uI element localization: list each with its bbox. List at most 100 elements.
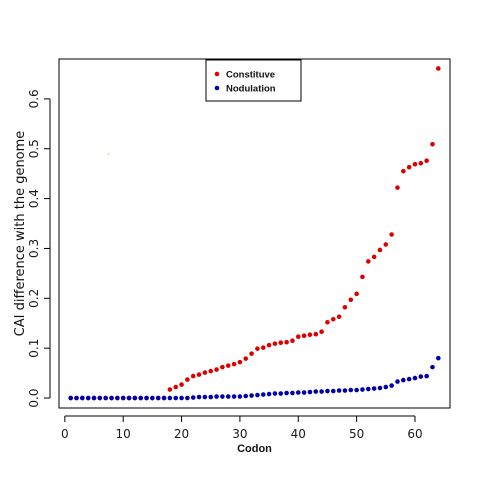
point-nodulation xyxy=(365,386,371,392)
x-tick-label: 30 xyxy=(232,427,247,441)
point-constituve xyxy=(365,259,371,264)
point-nodulation xyxy=(401,377,406,383)
point-constituve xyxy=(360,274,365,280)
point-constituve xyxy=(319,329,324,335)
point-nodulation xyxy=(167,395,173,401)
point-nodulation xyxy=(109,395,114,401)
point-constituve xyxy=(313,331,319,337)
point-constituve xyxy=(336,314,342,320)
point-constituve xyxy=(255,346,260,351)
point-constituve xyxy=(348,297,354,303)
point-constituve xyxy=(290,338,295,343)
point-nodulation xyxy=(406,376,412,382)
point-nodulation xyxy=(161,395,167,401)
point-constituve xyxy=(430,141,435,147)
x-tick-label: 0 xyxy=(61,427,69,441)
point-constituve xyxy=(249,351,254,356)
point-constituve xyxy=(295,334,301,340)
point-nodulation xyxy=(120,395,126,401)
point-constituve xyxy=(266,342,272,348)
x-tick-label: 60 xyxy=(407,427,422,441)
stray-point xyxy=(107,152,110,155)
point-nodulation xyxy=(220,394,225,399)
point-constituve xyxy=(220,364,225,370)
point-constituve xyxy=(354,291,359,297)
point-nodulation xyxy=(383,384,389,390)
point-nodulation xyxy=(354,387,359,393)
point-constituve xyxy=(342,304,348,310)
legend: Constituve Nodulation xyxy=(205,59,302,102)
point-nodulation xyxy=(126,395,132,401)
point-nodulation xyxy=(132,395,138,401)
point-constituve xyxy=(325,319,330,325)
x-axis-title: Codon xyxy=(237,443,272,455)
point-constituve xyxy=(179,382,184,387)
point-nodulation xyxy=(290,390,295,396)
legend-marker-nodulation xyxy=(214,85,220,91)
point-nodulation xyxy=(231,394,237,399)
point-nodulation xyxy=(412,375,418,381)
point-nodulation xyxy=(225,394,231,399)
point-constituve xyxy=(330,316,336,322)
point-constituve xyxy=(190,373,196,379)
point-constituve xyxy=(214,367,219,372)
x-axis: 0 10 20 30 40 50 60 xyxy=(61,415,423,441)
data-points xyxy=(68,66,441,401)
point-nodulation xyxy=(260,392,266,397)
point-nodulation xyxy=(144,395,149,401)
legend-box xyxy=(205,59,302,102)
point-nodulation xyxy=(243,393,249,399)
point-constituve xyxy=(243,356,249,361)
point-nodulation xyxy=(138,395,144,401)
point-constituve xyxy=(389,232,394,237)
y-tick-label: 0.0 xyxy=(27,388,41,407)
point-nodulation xyxy=(377,385,383,391)
point-nodulation xyxy=(424,373,429,379)
point-nodulation xyxy=(150,395,155,401)
point-nodulation xyxy=(371,386,377,391)
x-tick-label: 50 xyxy=(349,427,364,441)
point-nodulation xyxy=(74,395,79,401)
plot-frame xyxy=(58,58,451,409)
point-nodulation xyxy=(179,395,184,401)
point-nodulation xyxy=(80,395,85,401)
point-nodulation xyxy=(85,395,91,401)
legend-label-constituve: Constituve xyxy=(226,70,275,81)
point-nodulation xyxy=(436,355,441,361)
point-nodulation xyxy=(272,391,278,396)
point-nodulation xyxy=(155,395,161,401)
point-nodulation xyxy=(115,395,120,401)
point-constituve xyxy=(167,387,173,392)
point-nodulation xyxy=(255,392,260,398)
x-tick-label: 10 xyxy=(116,427,131,441)
point-nodulation xyxy=(330,388,336,394)
point-nodulation xyxy=(237,394,243,399)
point-nodulation xyxy=(342,388,348,393)
point-constituve xyxy=(225,363,231,368)
point-nodulation xyxy=(389,383,394,388)
point-nodulation xyxy=(395,379,400,384)
point-constituve xyxy=(412,161,418,167)
point-nodulation xyxy=(325,388,330,394)
point-nodulation xyxy=(68,395,73,401)
point-nodulation xyxy=(185,395,190,401)
point-constituve xyxy=(237,359,243,365)
y-tick-label: 0.5 xyxy=(27,139,41,158)
y-tick-label: 0.3 xyxy=(27,239,41,258)
point-nodulation xyxy=(284,390,289,396)
point-constituve xyxy=(307,332,313,338)
point-constituve xyxy=(418,160,424,166)
point-constituve xyxy=(185,377,190,382)
point-nodulation xyxy=(295,390,301,395)
y-tick-label: 0.2 xyxy=(27,289,41,308)
point-nodulation xyxy=(249,393,254,398)
point-nodulation xyxy=(266,391,272,397)
point-nodulation xyxy=(301,390,307,395)
point-constituve xyxy=(406,164,412,170)
y-axis: 0.0 0.1 0.2 0.3 0.4 0.5 0.6 xyxy=(27,89,51,408)
legend-marker-constituve xyxy=(214,71,220,77)
point-constituve xyxy=(377,247,383,253)
x-tick-label: 20 xyxy=(174,427,189,441)
point-constituve xyxy=(301,333,307,339)
